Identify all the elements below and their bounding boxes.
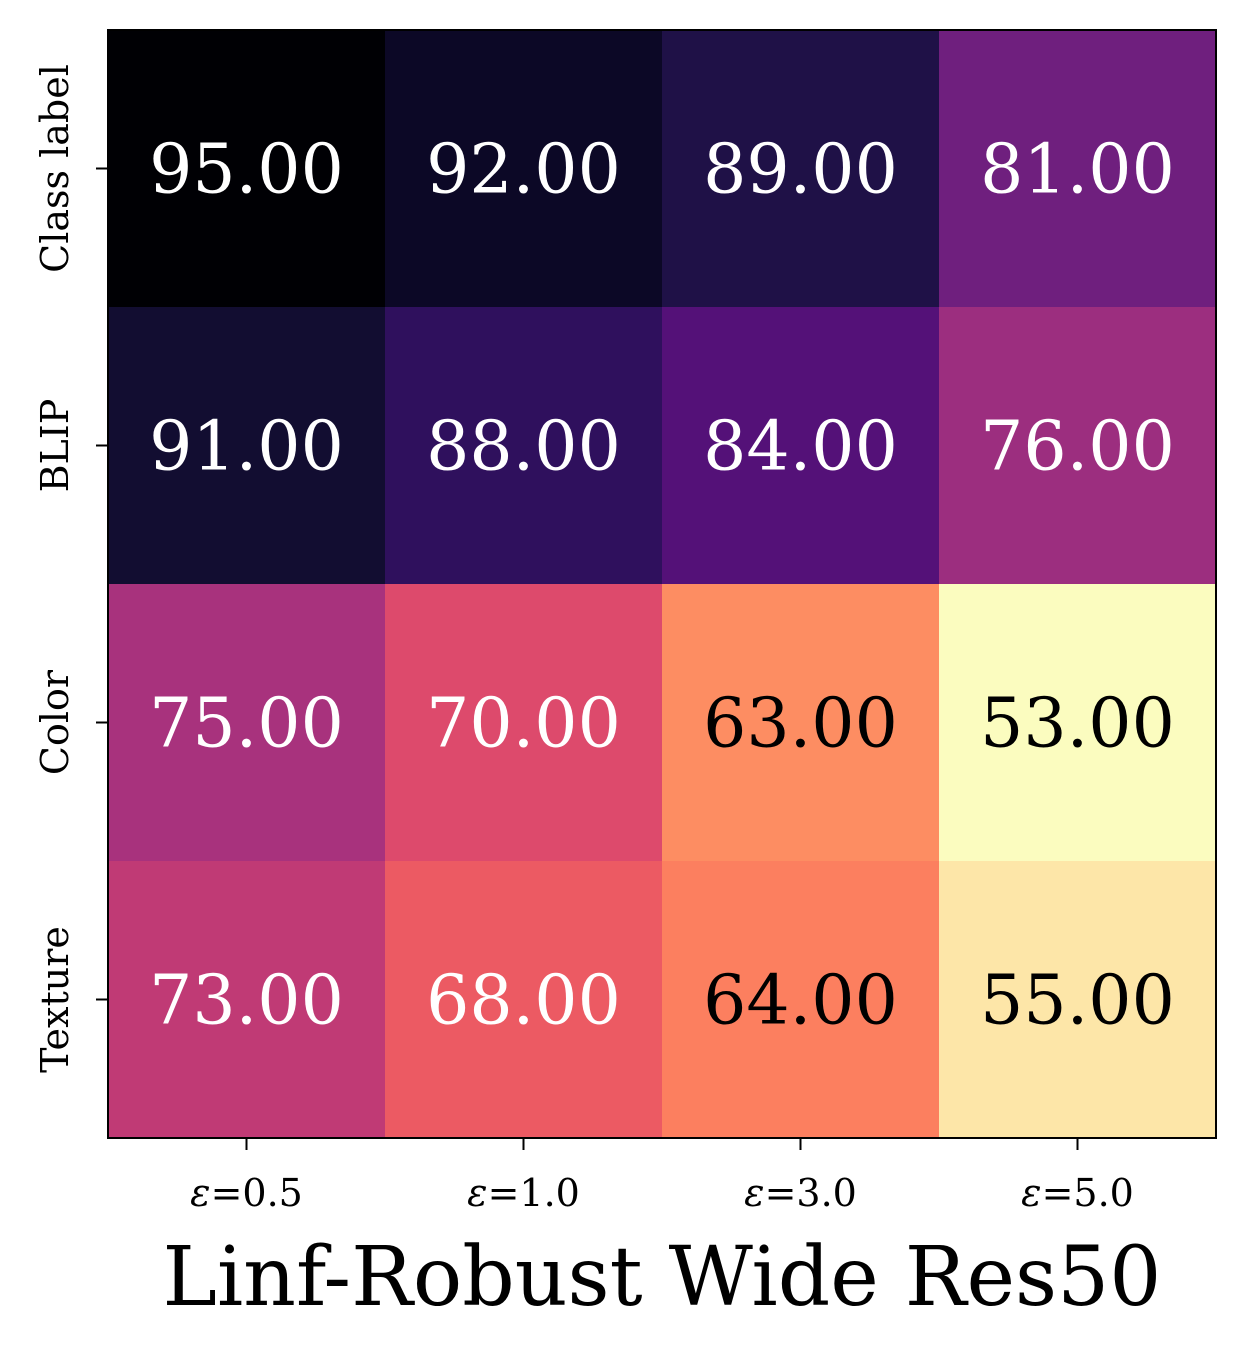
cell-value-label: 64.00: [703, 962, 898, 1041]
cell-value-label: 73.00: [149, 962, 344, 1041]
cell-value-label: 88.00: [426, 408, 621, 487]
cell-value-label: 68.00: [426, 962, 621, 1041]
heatmap-cell-r1-c2: [662, 307, 940, 585]
heatmap-cell-r3-c3: [939, 861, 1217, 1139]
cell-value-label: 53.00: [980, 685, 1175, 764]
chart-title: Linf-Robust Wide Res50: [163, 1230, 1162, 1325]
heatmap-cell-r0-c3: [939, 30, 1217, 308]
y-axis: Class label BLIP Color Texture: [33, 64, 108, 1073]
cell-value-label: 89.00: [703, 131, 898, 210]
cell-value-label: 55.00: [980, 962, 1175, 1041]
cell-value-label: 76.00: [980, 408, 1175, 487]
heatmap-cell-r1-c3: [939, 307, 1217, 585]
cell-value-label: 91.00: [149, 408, 344, 487]
x-tick-label: ε=0.5: [190, 1171, 303, 1215]
cell-value-label: 75.00: [149, 685, 344, 764]
heatmap-cell-r3-c0: [108, 861, 386, 1139]
heatmap-cell-r0-c1: [385, 30, 663, 308]
y-tick-label: Class label: [33, 64, 77, 273]
heatmap-cell-r2-c0: [108, 584, 386, 862]
heatmap-cell-r2-c1: [385, 584, 663, 862]
heatmap-cell-r0-c0: [108, 30, 386, 308]
x-tick-label: ε=3.0: [744, 1171, 857, 1215]
cell-value-label: 92.00: [426, 131, 621, 210]
cell-value-label: 84.00: [703, 408, 898, 487]
plot-frame: [107, 29, 1217, 1139]
x-tick-label: ε=1.0: [467, 1171, 580, 1215]
cell-value-label: 81.00: [980, 131, 1175, 210]
x-axis: ε=0.5 ε=1.0 ε=3.0 ε=5.0: [190, 1138, 1134, 1215]
heatmap-cell-r3-c2: [662, 861, 940, 1139]
heatmap-cell-r3-c1: [385, 861, 663, 1139]
heatmap-cells: [108, 30, 1217, 1139]
heatmap-cell-r0-c2: [662, 30, 940, 308]
cell-value-label: 63.00: [703, 685, 898, 764]
heatmap-cell-r2-c3: [939, 584, 1217, 862]
x-tick-label: ε=5.0: [1021, 1171, 1134, 1215]
heatmap-cell-r2-c2: [662, 584, 940, 862]
cell-value-label: 70.00: [426, 685, 621, 764]
y-tick-label: Color: [33, 669, 77, 775]
cell-value-label: 95.00: [149, 131, 344, 210]
heatmap-cell-r1-c0: [108, 307, 386, 585]
heatmap-cell-r1-c1: [385, 307, 663, 585]
y-tick-label: BLIP: [33, 399, 77, 493]
cell-value-labels: 95.00 92.00 89.00 81.00 91.00 88.00 84.00 76.00…: [149, 131, 1175, 1041]
y-tick-label: Texture: [33, 926, 77, 1073]
